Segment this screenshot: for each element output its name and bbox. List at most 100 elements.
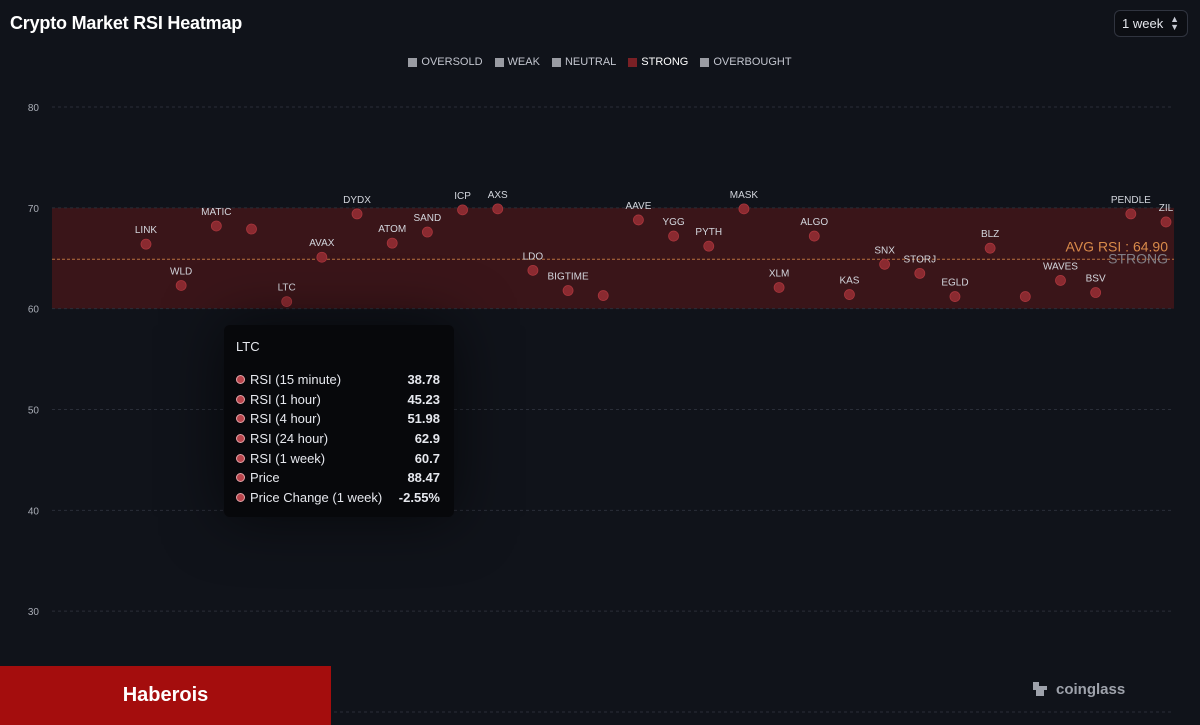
point-label: AVAX	[309, 238, 335, 249]
coinglass-watermark: coinglass	[1030, 680, 1125, 698]
tooltip-label: Price	[250, 470, 280, 486]
data-point	[808, 230, 820, 242]
tooltip-value: 38.78	[407, 372, 440, 388]
strong-band	[52, 207, 1174, 309]
point-label: YGG	[662, 217, 684, 228]
period-select[interactable]: 1 week ▲ ▼	[1114, 10, 1188, 37]
tooltip-value: -2.55%	[398, 489, 440, 505]
point-label: XLM	[769, 268, 790, 279]
legend-item-neutral[interactable]: NEUTRAL	[551, 56, 617, 68]
point-label: PYTH	[695, 227, 722, 238]
legend-item-weak[interactable]: WEAK	[494, 56, 540, 68]
data-point	[457, 204, 468, 216]
tooltip-label: RSI (24 hour)	[250, 431, 329, 447]
data-point	[281, 296, 293, 308]
tooltip-dot	[236, 375, 245, 385]
data-point	[984, 242, 996, 254]
data-point	[386, 237, 398, 249]
tooltip-row: RSI (15 minute) 38.78	[236, 370, 440, 390]
data-point	[914, 267, 926, 279]
data-point	[633, 214, 644, 226]
tooltip-dot	[236, 394, 245, 404]
data-point	[597, 290, 609, 301]
legend-label: OVERSOLD	[421, 56, 483, 68]
point-label: BLZ	[981, 229, 999, 240]
point-label: MATIC	[201, 207, 231, 218]
data-point	[140, 238, 152, 250]
tooltip-row: RSI (1 hour) 45.23	[236, 390, 440, 410]
tooltip-label: RSI (4 hour)	[250, 411, 321, 427]
data-point	[738, 203, 750, 215]
y-tick-label: 80	[28, 103, 40, 114]
data-point	[844, 289, 855, 300]
source-banner: Haberois	[0, 666, 331, 725]
y-tick-label: 30	[28, 607, 40, 618]
data-point	[703, 240, 715, 252]
data-point	[668, 230, 679, 242]
tooltip-row: RSI (24 hour) 62.9	[236, 429, 440, 449]
legend-label: WEAK	[507, 56, 540, 68]
point-label: PENDLE	[1111, 195, 1151, 206]
data-point	[175, 280, 187, 291]
tooltip-value: 51.98	[407, 411, 440, 427]
point-label: SAND	[413, 213, 441, 224]
point-label: WLD	[170, 266, 192, 277]
watermark-text: coinglass	[1056, 680, 1126, 698]
data-point	[492, 203, 504, 215]
tooltip-dot	[236, 453, 245, 463]
legend-item-oversold[interactable]: OVERSOLD	[408, 56, 483, 68]
banner-text: Haberois	[122, 684, 209, 706]
data-point	[351, 208, 363, 220]
legend-item-overbought[interactable]: OVERBOUGHT	[700, 56, 792, 68]
data-point	[773, 282, 785, 293]
tooltip-dot	[236, 414, 245, 424]
data-point	[1125, 208, 1137, 220]
legend-label: OVERBOUGHT	[713, 56, 792, 68]
tooltip-label: Price Change (1 week)	[250, 489, 383, 505]
tooltip-title: LTC	[236, 339, 260, 354]
tooltip-dot	[236, 473, 245, 483]
point-label: STORJ	[903, 254, 936, 265]
tooltip-ltc: LTC RSI (15 minute) 38.78 RSI (1 hour) 4…	[224, 325, 454, 517]
data-point	[879, 258, 891, 270]
y-tick-label: 60	[28, 305, 40, 316]
tooltip-row: Price 88.47	[236, 468, 440, 488]
data-point	[1055, 275, 1066, 286]
point-label: BSV	[1086, 274, 1106, 285]
data-point	[527, 264, 539, 276]
point-label: MASK	[730, 190, 759, 201]
tooltip-label: RSI (1 week)	[250, 450, 326, 466]
y-tick-label: 50	[28, 406, 40, 417]
data-point	[210, 220, 222, 232]
legend-label: STRONG	[641, 56, 689, 68]
point-label: ATOM	[378, 224, 406, 235]
tooltip-row: RSI (4 hour) 51.98	[236, 409, 440, 429]
data-point	[562, 285, 574, 296]
tooltip-value: 60.7	[414, 450, 440, 466]
coinglass-logo-icon	[1033, 682, 1047, 696]
tooltip-dot	[236, 492, 245, 502]
legend-swatch	[700, 57, 710, 67]
point-label: DYDX	[343, 195, 371, 206]
legend-swatch	[551, 57, 561, 67]
point-label: LDO	[523, 251, 544, 262]
legend-swatch	[628, 57, 638, 67]
chart-legend: OVERSOLD WEAK NEUTRAL STRONG OVERBOUGHT	[0, 56, 1200, 68]
legend-item-strong[interactable]: STRONG	[628, 56, 688, 68]
average-line-label: AVG RSI : 64.90	[1066, 238, 1169, 254]
tooltip-value: 45.23	[407, 391, 440, 407]
point-label: KAS	[839, 276, 859, 287]
tooltip-label: RSI (15 minute)	[250, 372, 342, 388]
data-point	[421, 226, 433, 238]
point-label: AXS	[488, 190, 508, 201]
legend-swatch	[494, 57, 504, 67]
tooltip-row: Price Change (1 week) -2.55%	[236, 488, 440, 508]
data-point	[316, 251, 328, 263]
data-point	[1160, 216, 1172, 228]
legend-label: NEUTRAL	[564, 56, 617, 68]
tooltip-dot	[236, 434, 245, 444]
data-point	[1090, 287, 1102, 298]
point-label: AAVE	[625, 201, 651, 212]
point-label: ICP	[454, 191, 471, 202]
